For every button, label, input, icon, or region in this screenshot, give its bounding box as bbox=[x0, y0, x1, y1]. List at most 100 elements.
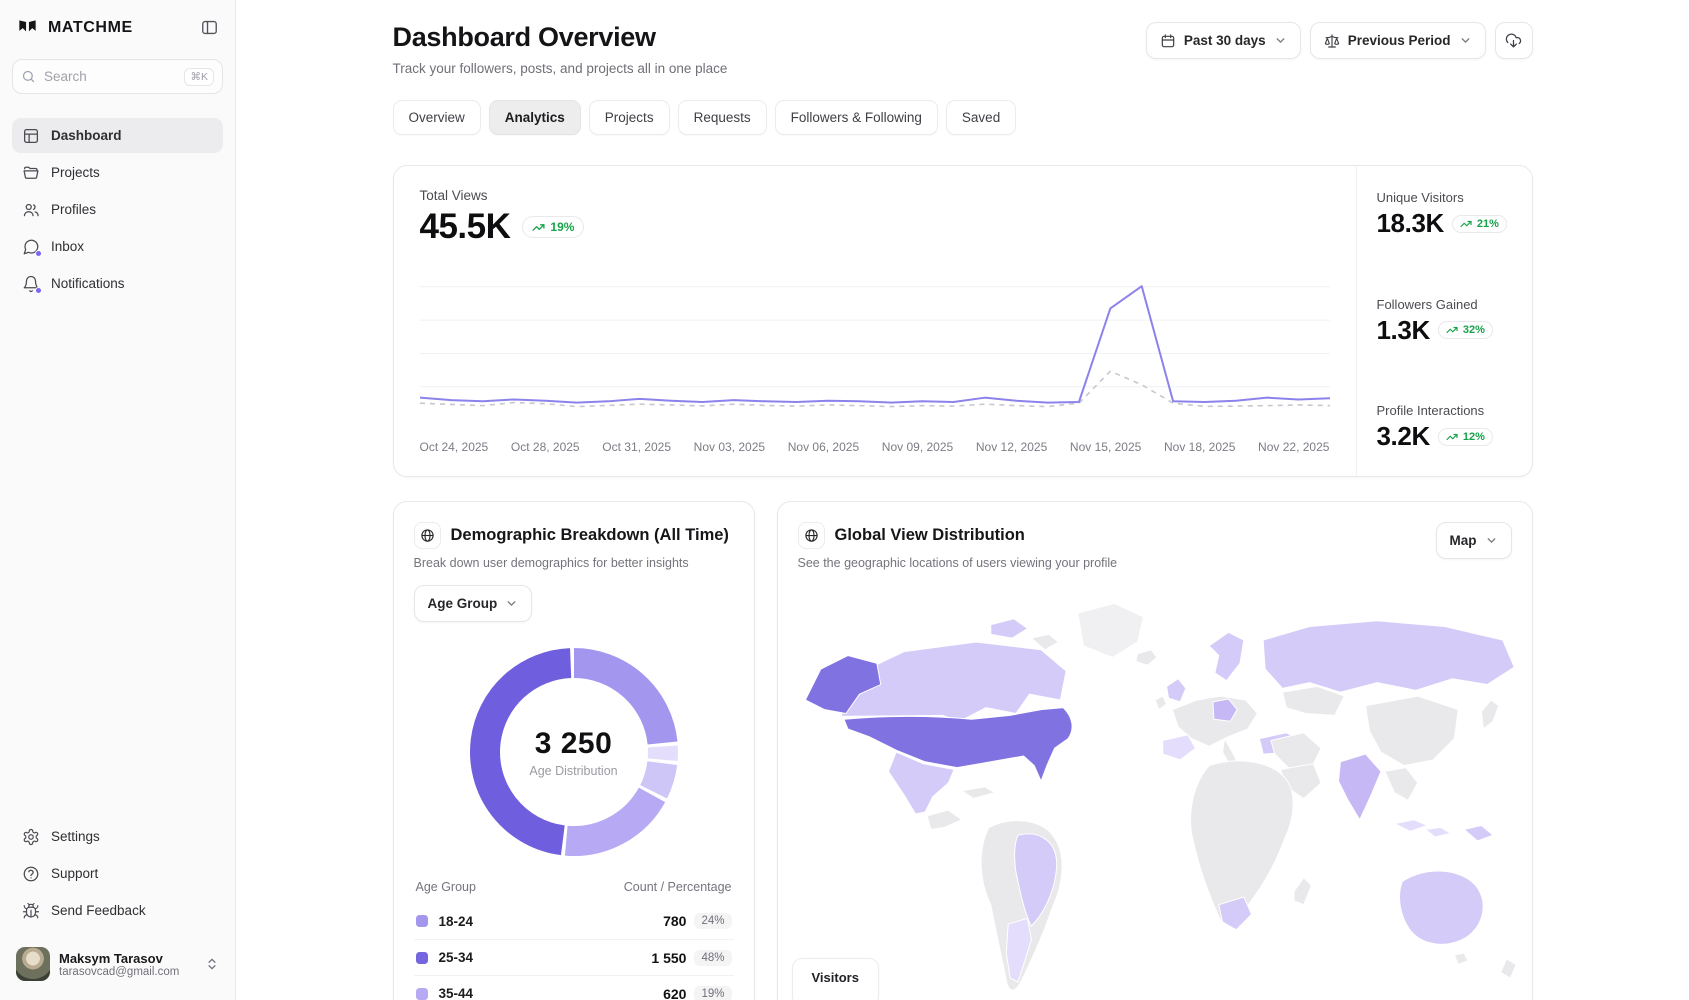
map-region-brazil bbox=[1013, 833, 1057, 927]
trend-up-icon bbox=[1446, 433, 1458, 440]
map-legend-visitors[interactable]: Visitors bbox=[791, 958, 879, 1000]
sidebar-item-inbox[interactable]: Inbox bbox=[12, 229, 223, 264]
sidebar-nav: Dashboard Projects Profiles bbox=[12, 118, 223, 301]
user-meta: Maksym Tarasov tarasovcad@gmail.com bbox=[59, 951, 179, 978]
folder-icon bbox=[22, 164, 40, 182]
age-group-dropdown[interactable]: Age Group bbox=[413, 585, 533, 622]
tab-requests[interactable]: Requests bbox=[677, 100, 767, 135]
map-region-southeast-asia bbox=[1383, 767, 1418, 802]
tab-overview[interactable]: Overview bbox=[392, 100, 481, 135]
sidebar-item-label: Notifications bbox=[51, 276, 125, 291]
sidebar: MATCHME ⌘K Dashboard bbox=[0, 0, 236, 1000]
age-group-label: 25-34 bbox=[438, 950, 474, 965]
legend-swatch bbox=[415, 951, 428, 964]
dashboard-icon bbox=[22, 127, 40, 145]
unread-dot bbox=[35, 286, 42, 294]
sidebar-item-label: Settings bbox=[51, 829, 100, 844]
stat-value: 1.3K bbox=[1376, 314, 1431, 345]
chevron-down-icon bbox=[1274, 34, 1287, 47]
date-range-button[interactable]: Past 30 days bbox=[1145, 22, 1301, 59]
map-region-new-zealand bbox=[1499, 958, 1517, 979]
sidebar-item-dashboard[interactable]: Dashboard bbox=[12, 118, 223, 153]
sidebar-item-notifications[interactable]: Notifications bbox=[12, 266, 223, 301]
age-donut-chart: 3 250 Age Distribution bbox=[468, 646, 680, 858]
tab-followers-following[interactable]: Followers & Following bbox=[774, 100, 938, 135]
x-tick-label: Nov 18, 2025 bbox=[1163, 440, 1236, 454]
map-region-central-asia bbox=[1281, 685, 1345, 716]
unread-dot bbox=[35, 249, 42, 257]
donut-slice-18-24[interactable] bbox=[469, 648, 678, 856]
x-tick-label: Oct 31, 2025 bbox=[602, 440, 671, 454]
tab-saved[interactable]: Saved bbox=[945, 100, 1017, 135]
world-map[interactable] bbox=[788, 586, 1522, 1000]
map-region-greenland bbox=[1076, 602, 1144, 659]
trend-badge: 19% bbox=[522, 216, 585, 238]
tab-analytics[interactable]: Analytics bbox=[488, 100, 581, 135]
user-email: tarasovcad@gmail.com bbox=[59, 965, 180, 978]
side-stats-panel: Unique Visitors 18.3K 21% Followers Gain… bbox=[1355, 166, 1532, 476]
header-actions: Past 30 days Previous Period bbox=[1145, 22, 1533, 59]
help-circle-icon bbox=[22, 865, 40, 883]
search-icon bbox=[22, 70, 35, 83]
age-group-row[interactable]: 18-24 780 24% bbox=[414, 903, 734, 939]
age-group-row[interactable]: 35-44 620 19% bbox=[413, 975, 734, 1000]
age-group-percentage: 48% bbox=[694, 949, 732, 966]
compare-period-button[interactable]: Previous Period bbox=[1309, 22, 1486, 59]
map-region-arctic-islands bbox=[1029, 633, 1059, 651]
chevron-down-icon bbox=[1485, 534, 1498, 547]
sidebar-item-label: Dashboard bbox=[51, 128, 122, 143]
donut-slice-45-54[interactable] bbox=[469, 648, 678, 856]
page-subtitle: Track your followers, posts, and project… bbox=[392, 61, 728, 76]
trend-value: 19% bbox=[550, 220, 575, 234]
tab-projects[interactable]: Projects bbox=[588, 100, 670, 135]
x-axis-labels: Oct 24, 2025 Oct 28, 2025 Oct 31, 2025 Nov … bbox=[420, 440, 1330, 462]
sidebar-item-settings[interactable]: Settings bbox=[12, 819, 223, 854]
stat-label: Unique Visitors bbox=[1376, 190, 1464, 205]
age-group-row[interactable]: 25-34 1 550 48% bbox=[413, 939, 734, 975]
card-title: Demographic Breakdown (All Time) bbox=[450, 526, 729, 544]
map-region-scandinavia bbox=[1207, 631, 1244, 682]
globe-icon bbox=[413, 522, 441, 549]
sidebar-item-label: Send Feedback bbox=[51, 903, 146, 918]
sidebar-item-profiles[interactable]: Profiles bbox=[12, 192, 223, 227]
bug-icon bbox=[22, 902, 40, 920]
sidebar-item-support[interactable]: Support bbox=[12, 856, 223, 891]
user-menu[interactable]: Maksym Tarasov tarasovcad@gmail.com bbox=[12, 942, 223, 986]
map-region-tasmania bbox=[1453, 952, 1469, 966]
map-region-india bbox=[1337, 753, 1382, 821]
scale-icon bbox=[1324, 33, 1340, 49]
sidebar-item-send-feedback[interactable]: Send Feedback bbox=[12, 893, 223, 928]
search-input[interactable]: ⌘K bbox=[12, 59, 223, 94]
donut-slice-25-34[interactable] bbox=[469, 648, 678, 856]
total-views-card: Total Views 45.5K 19% Oct 24, 2025 Oct 28… bbox=[392, 165, 1533, 477]
map-region-arctic-islands bbox=[989, 618, 1028, 639]
sidebar-item-projects[interactable]: Projects bbox=[12, 155, 223, 190]
map-region-alaska bbox=[804, 655, 881, 715]
trend-up-icon bbox=[1460, 220, 1472, 227]
age-group-label: 18-24 bbox=[438, 913, 474, 929]
map-region-argentina bbox=[1005, 917, 1032, 983]
export-button[interactable] bbox=[1494, 22, 1533, 59]
donut-slice-35-44[interactable] bbox=[468, 646, 680, 858]
map-region-madagascar bbox=[1293, 876, 1312, 906]
x-tick-label: Nov 12, 2025 bbox=[975, 440, 1048, 454]
trend-up-icon bbox=[532, 223, 545, 231]
x-tick-label: Nov 22, 2025 bbox=[1258, 440, 1330, 454]
search-shortcut: ⌘K bbox=[184, 67, 214, 86]
map-mode-label: Map bbox=[1449, 533, 1477, 548]
column-header-count-percentage: Count / Percentage bbox=[623, 880, 732, 894]
logo-row: MATCHME bbox=[12, 16, 223, 39]
series-current-period bbox=[420, 286, 1330, 402]
page-header: Dashboard Overview Track your followers,… bbox=[393, 22, 1533, 76]
age-group-count: 620 bbox=[663, 985, 687, 1000]
sidebar-collapse-icon[interactable] bbox=[200, 18, 219, 37]
search-field[interactable] bbox=[44, 69, 177, 84]
sidebar-item-label: Profiles bbox=[51, 202, 97, 217]
cloud-download-icon bbox=[1505, 32, 1522, 49]
card-subtitle: See the geographic locations of users vi… bbox=[797, 556, 1118, 570]
map-region-cuba bbox=[960, 786, 996, 799]
trend-badge: 32% bbox=[1437, 321, 1493, 339]
map-mode-dropdown[interactable]: Map bbox=[1435, 522, 1512, 559]
donut-label: Age Distribution bbox=[529, 763, 618, 778]
chevrons-up-down-icon bbox=[205, 957, 219, 971]
